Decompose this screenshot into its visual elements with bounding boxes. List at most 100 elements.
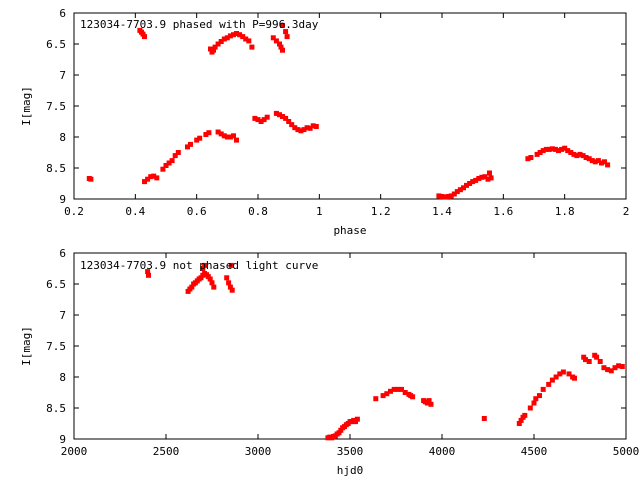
data-point <box>553 146 558 152</box>
data-point <box>599 160 604 166</box>
data-point <box>473 177 479 183</box>
data-point <box>145 269 151 275</box>
data-point <box>464 182 469 188</box>
data-point <box>384 391 390 397</box>
data-point <box>286 119 292 124</box>
data-point <box>211 47 216 53</box>
data-point <box>218 131 224 137</box>
data-point <box>206 130 212 136</box>
data-point <box>224 275 230 281</box>
data-point <box>559 146 565 152</box>
data-point <box>211 284 217 290</box>
data-point <box>88 176 94 182</box>
data-point <box>525 156 531 162</box>
plot-frame <box>73 12 627 200</box>
data-point <box>243 36 249 42</box>
data-point <box>546 146 552 152</box>
data-point <box>207 276 213 282</box>
chart-title: 123034-7703.9 phased with P=996.3day <box>80 18 319 31</box>
data-point <box>589 158 595 164</box>
data-point <box>212 44 218 50</box>
x-axis-label: phase <box>333 224 366 237</box>
data-point <box>482 174 488 180</box>
data-point <box>540 148 546 154</box>
data-point <box>448 193 454 199</box>
x-tick-label: 3000 <box>245 445 272 458</box>
data-point <box>586 359 592 364</box>
y-tick-label: 6.5 <box>46 38 66 51</box>
data-point <box>549 377 555 383</box>
data-point <box>280 47 285 53</box>
x-tick-label: 4000 <box>429 445 456 458</box>
y-tick-label: 8.5 <box>46 162 66 175</box>
data-point <box>283 115 289 121</box>
data-point <box>454 189 460 195</box>
x-tick-label: 4500 <box>521 445 548 458</box>
data-point <box>148 174 154 180</box>
data-point <box>426 398 432 404</box>
data-point <box>189 284 195 290</box>
data-point <box>527 405 533 411</box>
data-point <box>354 416 360 422</box>
data-point <box>258 119 264 124</box>
data-point <box>574 153 580 159</box>
data-point <box>169 158 175 164</box>
data-point <box>528 155 534 160</box>
data-point <box>577 151 583 157</box>
data-point <box>154 175 160 181</box>
data-point <box>273 110 279 116</box>
data-point <box>470 179 476 185</box>
data-point <box>221 36 227 42</box>
data-point <box>240 34 246 40</box>
data-point <box>215 41 221 47</box>
data-point <box>583 155 589 160</box>
data-point <box>518 417 524 423</box>
x-tick-label: 0.2 <box>64 205 84 218</box>
x-tick-label: 1.8 <box>555 205 575 218</box>
data-point <box>445 194 451 199</box>
data-point <box>283 29 289 35</box>
data-point <box>546 381 552 387</box>
data-point <box>227 134 233 140</box>
x-tick-label: 1.4 <box>432 205 452 218</box>
data-point <box>249 44 255 50</box>
data-point <box>313 124 319 129</box>
x-tick-label: 2000 <box>61 445 88 458</box>
data-point <box>612 365 618 371</box>
data-point <box>399 386 404 392</box>
data-point <box>439 194 445 199</box>
data-point <box>533 396 539 402</box>
data-point <box>479 174 485 180</box>
data-point <box>571 151 577 157</box>
data-point <box>410 394 416 400</box>
data-point <box>277 41 282 47</box>
data-point <box>553 374 559 380</box>
data-point <box>203 132 209 137</box>
data-point <box>534 151 540 157</box>
data-point <box>580 153 586 159</box>
y-tick-label: 7 <box>59 69 66 82</box>
data-point <box>228 262 234 268</box>
data-point <box>295 127 301 133</box>
data-point <box>556 148 561 154</box>
data-point <box>221 133 227 139</box>
data-point <box>151 173 157 179</box>
data-point <box>608 368 614 374</box>
data-point <box>476 176 482 181</box>
data-point <box>602 159 607 165</box>
data-point <box>592 159 598 165</box>
data-point <box>586 156 592 162</box>
data-point <box>619 364 625 369</box>
data-point <box>522 412 528 418</box>
data-point <box>188 141 193 147</box>
x-tick-label: 1.2 <box>371 205 391 218</box>
y-tick-label: 7 <box>59 309 66 322</box>
data-point <box>280 114 285 119</box>
data-point <box>224 35 230 41</box>
data-point <box>568 150 574 155</box>
data-point <box>160 166 166 172</box>
data-point <box>616 363 622 369</box>
data-point <box>543 146 549 152</box>
chart-title: 123034-7703.9 not phased light curve <box>80 259 318 272</box>
data-point <box>594 354 600 360</box>
